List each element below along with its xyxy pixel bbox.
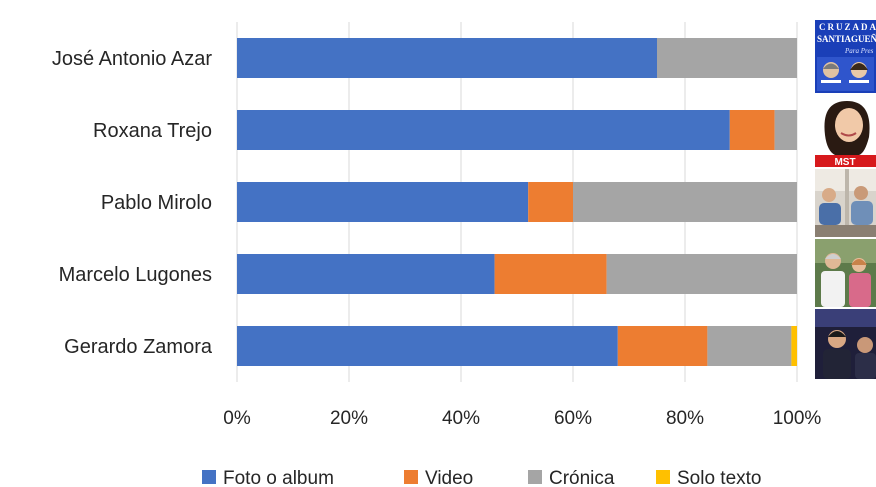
legend-swatch <box>202 470 216 484</box>
x-tick-label: 40% <box>442 408 480 429</box>
legend-label: Video <box>425 468 473 487</box>
legend-label: Solo texto <box>677 468 762 487</box>
bar-segment <box>494 254 607 294</box>
bar-segment <box>573 182 797 222</box>
bar-segment <box>617 326 708 366</box>
legend-swatch <box>404 470 418 484</box>
bar-segment <box>237 326 618 366</box>
bar-segment <box>237 110 730 150</box>
legend-label: Foto o album <box>223 468 334 487</box>
x-tick-label: 20% <box>330 408 368 429</box>
bar-segment <box>237 38 657 78</box>
x-tick-label: 0% <box>223 408 251 429</box>
bar-segment <box>237 254 495 294</box>
bar-segment <box>528 182 573 222</box>
category-labels: José Antonio Azar Roxana Trejo Pablo Mirol… <box>52 48 213 358</box>
category-label: Gerardo Zamora <box>64 336 213 358</box>
bar-segment <box>606 254 797 294</box>
thumbnail-mirolo <box>815 169 876 237</box>
bar-segment <box>707 326 792 366</box>
legend: Foto o album Video Crónica Solo texto <box>202 468 762 487</box>
bar-segment <box>729 110 775 150</box>
legend-swatch <box>656 470 670 484</box>
bar-segment <box>774 110 797 150</box>
thumbnail-trejo: MST <box>815 95 876 167</box>
bars <box>237 38 797 366</box>
category-label: Pablo Mirolo <box>101 192 212 214</box>
bar-segment <box>791 326 797 366</box>
category-label: Marcelo Lugones <box>59 264 212 286</box>
x-tick-label: 100% <box>773 408 822 429</box>
thumbnail-azar: CRUZADA SANTIAGUEÑA Para Pres <box>815 20 876 93</box>
category-label: José Antonio Azar <box>52 48 212 70</box>
bar-segment <box>237 182 529 222</box>
poster-line3: Para Pres <box>844 47 874 55</box>
x-tick-label: 60% <box>554 408 592 429</box>
x-tick-label: 80% <box>666 408 704 429</box>
category-label: Roxana Trejo <box>93 120 212 142</box>
thumbnail-zamora <box>815 309 876 379</box>
legend-label: Crónica <box>549 468 615 487</box>
poster-line1: CRUZADA <box>819 22 876 32</box>
legend-swatch <box>528 470 542 484</box>
bar-segment <box>657 38 797 78</box>
thumbnail-lugones <box>815 239 876 307</box>
poster-line2: SANTIAGUEÑA <box>817 34 876 44</box>
banner-text: MST <box>834 157 855 167</box>
x-tick-labels: 0% 20% 40% 60% 80% 100% <box>223 408 821 429</box>
